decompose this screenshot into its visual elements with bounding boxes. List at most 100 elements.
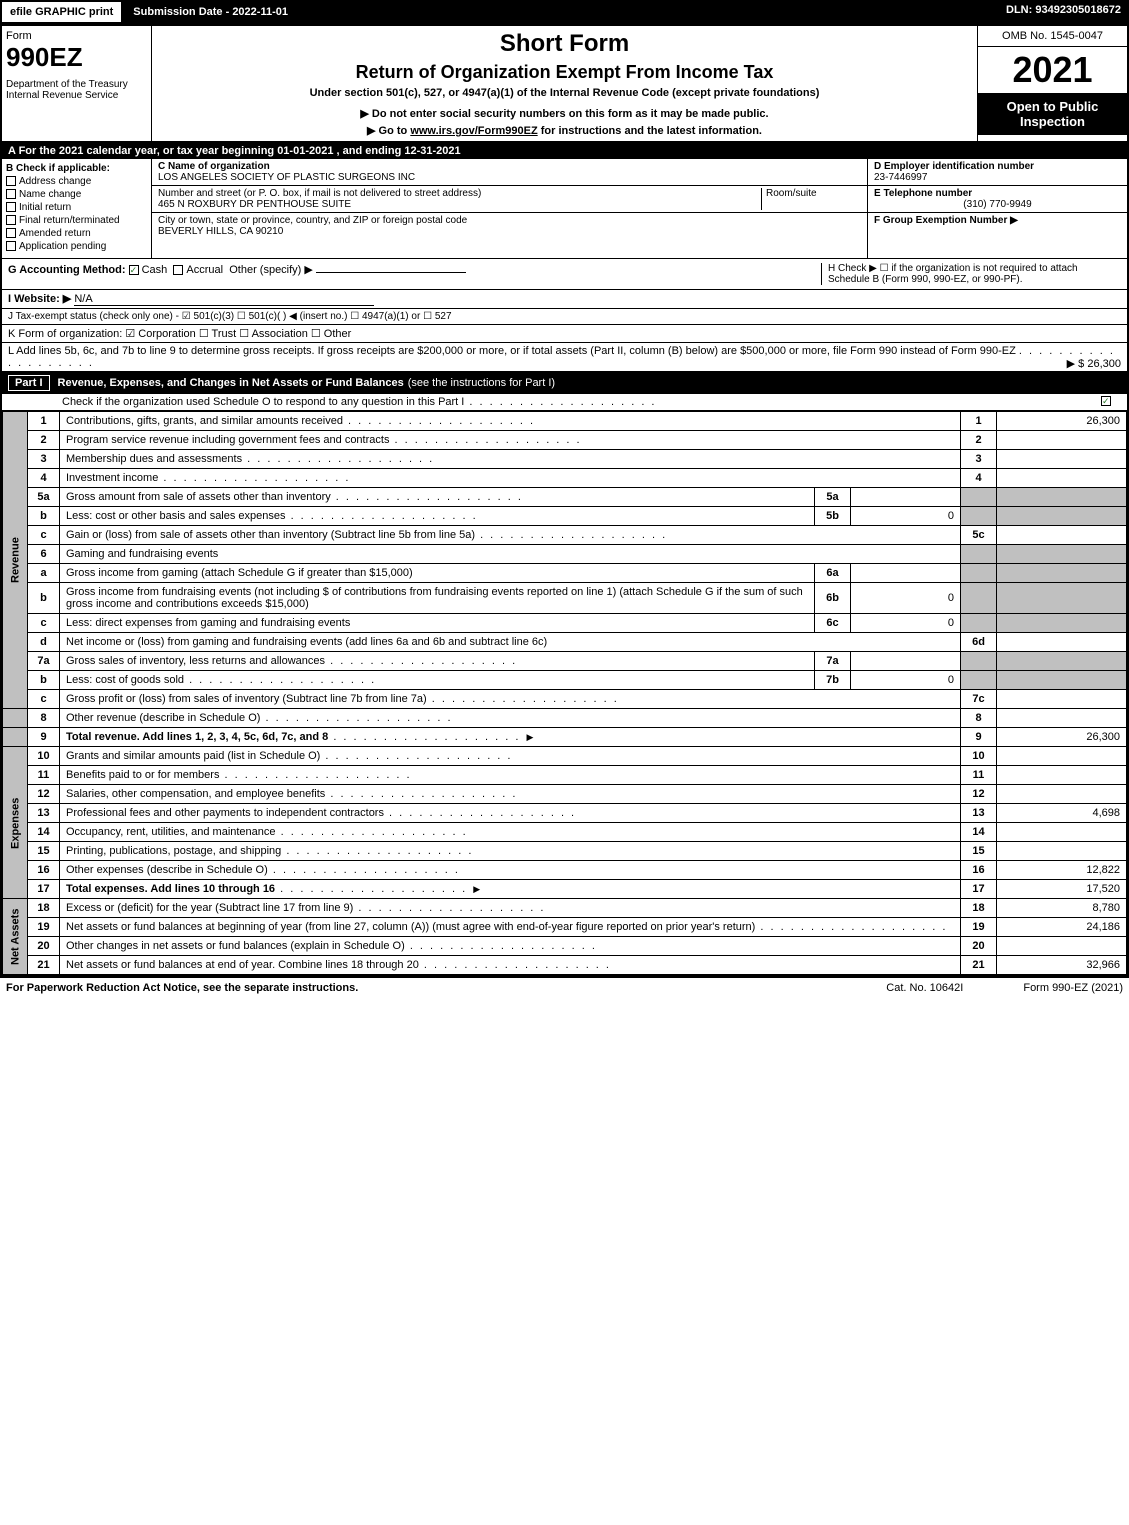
efile-label[interactable]: efile GRAPHIC print <box>0 0 123 24</box>
table-row: 17Total expenses. Add lines 10 through 1… <box>3 880 1127 899</box>
table-row: bLess: cost of goods sold7b0 <box>3 671 1127 690</box>
title-short-form: Short Form <box>156 30 973 58</box>
table-row: dNet income or (loss) from gaming and fu… <box>3 633 1127 652</box>
line-j: J Tax-exempt status (check only one) - ☑… <box>2 309 1127 325</box>
dept-label: Department of the Treasury Internal Reve… <box>6 79 147 101</box>
footer-left: For Paperwork Reduction Act Notice, see … <box>6 982 358 994</box>
other-specify: Other (specify) ▶ <box>229 264 313 276</box>
title-under: Under section 501(c), 527, or 4947(a)(1)… <box>156 87 973 99</box>
part-1-sub: (see the instructions for Part I) <box>408 377 555 389</box>
goto-pre: ▶ Go to <box>367 125 410 137</box>
i-label: I Website: ▶ <box>8 293 71 305</box>
page-footer: For Paperwork Reduction Act Notice, see … <box>0 977 1129 998</box>
room-label: Room/suite <box>766 188 817 199</box>
line-a: A For the 2021 calendar year, or tax yea… <box>2 143 1127 159</box>
section-b: B Check if applicable: Address change Na… <box>2 159 152 258</box>
part-1-title: Revenue, Expenses, and Changes in Net As… <box>58 377 404 389</box>
table-row: 20Other changes in net assets or fund ba… <box>3 937 1127 956</box>
part-1-check: Check if the organization used Schedule … <box>2 394 1127 411</box>
c-name-label: C Name of organization <box>158 161 270 172</box>
table-row: 16Other expenses (describe in Schedule O… <box>3 861 1127 880</box>
g-label: G Accounting Method: <box>8 264 126 276</box>
org-name: LOS ANGELES SOCIETY OF PLASTIC SURGEONS … <box>158 172 415 183</box>
table-row: 4Investment income4 <box>3 469 1127 488</box>
table-row: 19Net assets or fund balances at beginni… <box>3 918 1127 937</box>
city-value: BEVERLY HILLS, CA 90210 <box>158 226 283 237</box>
part-1-table: Revenue 1Contributions, gifts, grants, a… <box>2 411 1127 975</box>
section-c: C Name of organization LOS ANGELES SOCIE… <box>152 159 867 258</box>
form-word: Form <box>6 30 147 42</box>
table-row: bLess: cost or other basis and sales exp… <box>3 507 1127 526</box>
street-label: Number and street (or P. O. box, if mail… <box>158 188 481 199</box>
section-d-e-f: D Employer identification number 23-7446… <box>867 159 1127 258</box>
table-row: 11Benefits paid to or for members11 <box>3 766 1127 785</box>
table-row: 13Professional fees and other payments t… <box>3 804 1127 823</box>
side-expenses: Expenses <box>3 747 28 899</box>
chk-initial-return[interactable]: Initial return <box>6 202 147 213</box>
line-i: I Website: ▶ N/A <box>2 290 1127 309</box>
dln-label: DLN: 93492305018672 <box>998 0 1129 24</box>
side-revenue: Revenue <box>3 412 28 709</box>
phone-value: (310) 770-9949 <box>874 199 1121 210</box>
line-k: K Form of organization: ☑ Corporation ☐ … <box>2 325 1127 343</box>
tax-year: 2021 <box>978 47 1127 93</box>
line-g-h: G Accounting Method: Cash Accrual Other … <box>2 259 1127 290</box>
form-header: Form 990EZ Department of the Treasury In… <box>2 26 1127 143</box>
form-container: Form 990EZ Department of the Treasury In… <box>0 24 1129 977</box>
table-row: Revenue 1Contributions, gifts, grants, a… <box>3 412 1127 431</box>
line-l: L Add lines 5b, 6c, and 7b to line 9 to … <box>2 343 1127 372</box>
irs-link[interactable]: www.irs.gov/Form990EZ <box>410 125 537 137</box>
ein-label: D Employer identification number <box>874 161 1034 172</box>
title-goto: ▶ Go to www.irs.gov/Form990EZ for instru… <box>156 124 973 137</box>
table-row: 15Printing, publications, postage, and s… <box>3 842 1127 861</box>
phone-label: E Telephone number <box>874 188 972 199</box>
chk-address-change[interactable]: Address change <box>6 176 147 187</box>
part-1-header: Part I Revenue, Expenses, and Changes in… <box>2 372 1127 394</box>
omb-number: OMB No. 1545-0047 <box>978 26 1127 47</box>
footer-mid: Cat. No. 10642I <box>886 982 963 994</box>
title-ssn-warning: ▶ Do not enter social security numbers o… <box>156 107 973 120</box>
table-row: 9Total revenue. Add lines 1, 2, 3, 4, 5c… <box>3 728 1127 747</box>
table-row: 6Gaming and fundraising events <box>3 545 1127 564</box>
line-h: H Check ▶ ☐ if the organization is not r… <box>821 263 1121 285</box>
website-value: N/A <box>74 293 374 306</box>
side-net-assets: Net Assets <box>3 899 28 975</box>
header-right: OMB No. 1545-0047 2021 Open to Public In… <box>977 26 1127 141</box>
line-l-amount: ▶ $ 26,300 <box>1067 357 1121 370</box>
b-label: B Check if applicable: <box>6 163 147 174</box>
table-row: 8Other revenue (describe in Schedule O)8 <box>3 709 1127 728</box>
table-row: cGross profit or (loss) from sales of in… <box>3 690 1127 709</box>
table-row: 2Program service revenue including gover… <box>3 431 1127 450</box>
top-bar: efile GRAPHIC print Submission Date - 20… <box>0 0 1129 24</box>
part-1-num: Part I <box>8 375 50 391</box>
ein-value: 23-7446997 <box>874 172 927 183</box>
header-mid: Short Form Return of Organization Exempt… <box>152 26 977 141</box>
chk-final-return[interactable]: Final return/terminated <box>6 215 147 226</box>
chk-schedule-o[interactable] <box>1101 396 1111 406</box>
line-l-text: L Add lines 5b, 6c, and 7b to line 9 to … <box>8 345 1016 357</box>
table-row: 12Salaries, other compensation, and empl… <box>3 785 1127 804</box>
table-row: 3Membership dues and assessments3 <box>3 450 1127 469</box>
table-row: bGross income from fundraising events (n… <box>3 583 1127 614</box>
chk-cash[interactable] <box>129 265 139 275</box>
title-return: Return of Organization Exempt From Incom… <box>156 62 973 83</box>
table-row: 7aGross sales of inventory, less returns… <box>3 652 1127 671</box>
chk-application-pending[interactable]: Application pending <box>6 241 147 252</box>
table-row: Net Assets 18Excess or (deficit) for the… <box>3 899 1127 918</box>
city-label: City or town, state or province, country… <box>158 215 467 226</box>
goto-post: for instructions and the latest informat… <box>538 125 762 137</box>
section-b-c-d: B Check if applicable: Address change Na… <box>2 159 1127 259</box>
chk-accrual[interactable] <box>173 265 183 275</box>
footer-right: Form 990-EZ (2021) <box>1023 982 1123 994</box>
group-label: F Group Exemption Number ▶ <box>874 215 1018 226</box>
chk-amended-return[interactable]: Amended return <box>6 228 147 239</box>
header-left: Form 990EZ Department of the Treasury In… <box>2 26 152 141</box>
table-row: cLess: direct expenses from gaming and f… <box>3 614 1127 633</box>
table-row: 21Net assets or fund balances at end of … <box>3 956 1127 975</box>
table-row: 14Occupancy, rent, utilities, and mainte… <box>3 823 1127 842</box>
chk-name-change[interactable]: Name change <box>6 189 147 200</box>
submission-date: Submission Date - 2022-11-01 <box>123 0 298 24</box>
table-row: 5aGross amount from sale of assets other… <box>3 488 1127 507</box>
table-row: Expenses 10Grants and similar amounts pa… <box>3 747 1127 766</box>
table-row: cGain or (loss) from sale of assets othe… <box>3 526 1127 545</box>
